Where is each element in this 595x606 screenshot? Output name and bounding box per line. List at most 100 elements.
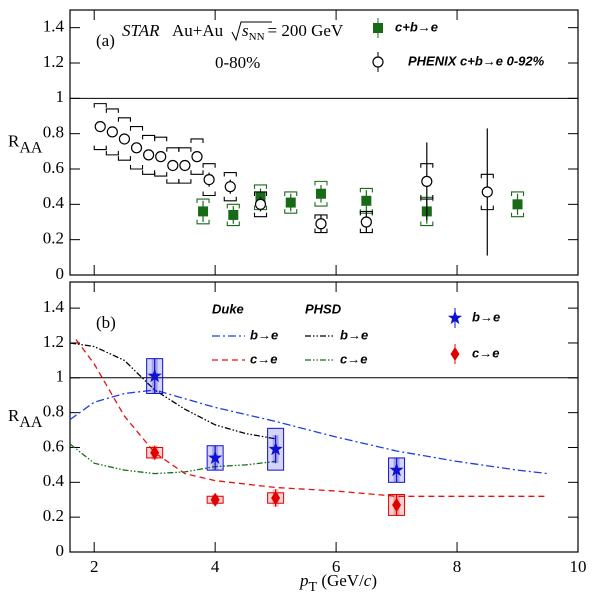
legend-label: b→e xyxy=(250,327,278,342)
marker xyxy=(481,186,493,198)
energy-label: sNN = 200 GeV xyxy=(242,21,344,43)
plot-frame xyxy=(69,281,579,553)
marker xyxy=(147,368,162,383)
sys-error xyxy=(196,198,210,225)
sys-error xyxy=(105,108,119,156)
y-tick-label: 1.2 xyxy=(43,52,64,71)
x-tick-label: 4 xyxy=(211,557,220,576)
y-label-sub: AA xyxy=(19,414,43,431)
x-label-end: ) xyxy=(371,571,377,590)
sys-error xyxy=(202,163,216,197)
marker xyxy=(361,195,372,206)
y-tick-label: 0.4 xyxy=(43,471,65,490)
sqrt-s: s xyxy=(242,21,249,40)
marker xyxy=(268,441,283,456)
x-label-sub: T xyxy=(309,580,318,595)
y-label-main: R xyxy=(8,131,20,150)
marker xyxy=(271,491,281,505)
legend-marker xyxy=(373,23,383,33)
y-tick-label: 0.4 xyxy=(43,193,65,212)
panel-label: (a) xyxy=(96,31,115,50)
y-tick-label: 1.2 xyxy=(43,332,64,351)
x-label-c: c xyxy=(364,571,372,590)
sys-error xyxy=(154,136,168,177)
x-tick-label: 6 xyxy=(332,557,341,576)
experiment: STAR xyxy=(122,21,160,40)
sys-error xyxy=(253,191,268,218)
sys-error xyxy=(284,191,298,214)
y-tick-label: 0 xyxy=(56,541,65,560)
centrality: 0-80% xyxy=(215,53,260,72)
y-tick-label: 0.2 xyxy=(43,506,64,525)
legend-label: c→e xyxy=(340,351,367,366)
y-label-main: R xyxy=(8,406,20,425)
x-axis-label: pT (GeV/c) xyxy=(299,571,377,595)
marker xyxy=(155,151,167,163)
marker xyxy=(203,174,215,186)
marker xyxy=(389,462,404,477)
legend-group: Duke xyxy=(212,301,244,316)
system: Au+Au xyxy=(172,21,224,40)
y-tick-label: 0 xyxy=(56,264,65,283)
y-tick-label: 0.2 xyxy=(43,229,64,248)
legend-marker xyxy=(447,310,463,325)
y-tick-label: 0.8 xyxy=(43,123,64,142)
marker xyxy=(285,197,296,208)
sys-error xyxy=(117,117,131,161)
y-tick-label: 0.6 xyxy=(43,158,64,177)
marker xyxy=(315,188,326,199)
marker xyxy=(254,198,267,210)
legend-label: c+b→e xyxy=(395,19,438,34)
y-tick-label: 1 xyxy=(56,87,65,106)
x-label-p: p xyxy=(299,571,309,590)
y-tick-label: 1.4 xyxy=(43,297,65,316)
y-label-sub: AA xyxy=(19,139,43,156)
y-tick-label: 0.8 xyxy=(43,402,64,421)
legend-marker xyxy=(372,56,384,68)
legend-label: b→e xyxy=(472,309,500,324)
marker xyxy=(512,199,523,210)
sys-error xyxy=(93,103,107,151)
legend-label: PHENIX c+b→e 0-92% xyxy=(408,53,545,68)
model-curve xyxy=(69,342,276,440)
legend-marker xyxy=(450,347,460,361)
legend-label: c→e xyxy=(250,351,277,366)
model-curve xyxy=(69,389,548,475)
sys-error xyxy=(129,126,144,170)
marker xyxy=(198,206,209,217)
legend-label: b→e xyxy=(340,327,368,342)
marker xyxy=(118,133,131,145)
marker xyxy=(315,218,327,230)
y-tick-label: 1 xyxy=(56,367,65,386)
sqrt-sign xyxy=(231,21,272,42)
marker xyxy=(392,497,402,512)
energy: = 200 GeV xyxy=(268,21,344,40)
sys-error xyxy=(314,180,328,207)
model-curve xyxy=(75,339,548,497)
x-tick-label: 2 xyxy=(90,557,99,576)
x-tick-label: 8 xyxy=(453,557,462,576)
panel-label: (b) xyxy=(96,313,116,332)
marker xyxy=(224,181,236,193)
marker xyxy=(421,175,433,187)
y-axis-label: RAA xyxy=(8,406,43,431)
x-tick-label: 10 xyxy=(570,557,587,576)
sys-error xyxy=(226,203,240,227)
marker xyxy=(191,151,203,163)
marker xyxy=(228,209,239,220)
y-tick-label: 1.4 xyxy=(43,17,65,36)
legend-group: PHSD xyxy=(305,301,342,316)
x-label-unit: (GeV/ xyxy=(317,571,364,590)
marker xyxy=(179,159,191,172)
marker xyxy=(94,120,106,133)
marker xyxy=(130,142,143,154)
plot-frame xyxy=(69,9,579,276)
y-tick-label: 0.6 xyxy=(43,436,64,455)
marker xyxy=(167,159,179,172)
sys-error xyxy=(190,138,204,175)
y-axis-label: RAA xyxy=(8,131,43,156)
sys-error xyxy=(510,191,525,218)
marker xyxy=(106,126,118,138)
model-curve xyxy=(69,443,276,475)
